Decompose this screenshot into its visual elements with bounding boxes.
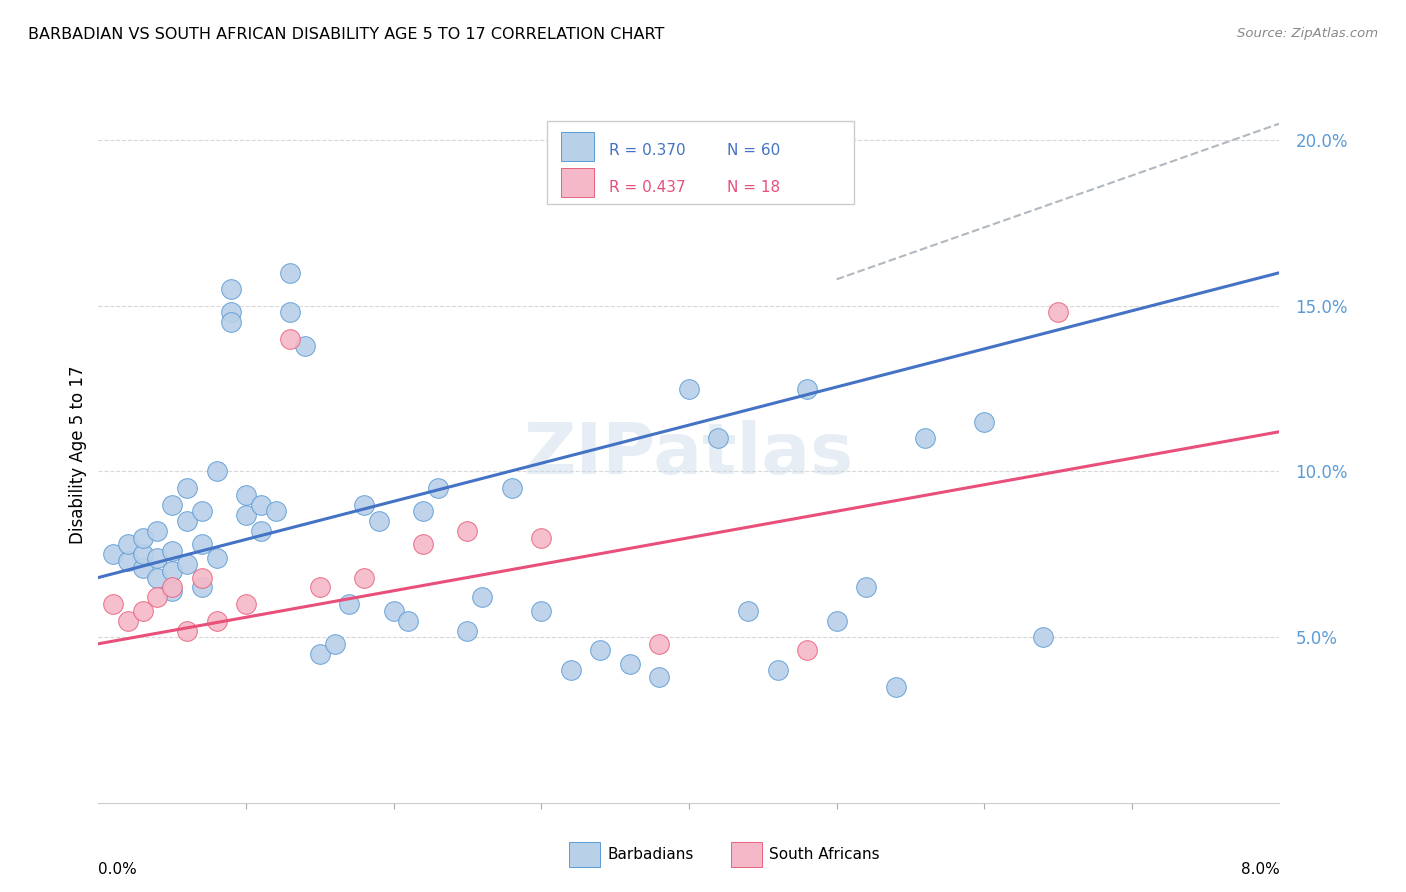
Point	[737, 604, 759, 618]
Point	[353, 498, 375, 512]
Point	[162, 581, 183, 595]
Text: South Africans: South Africans	[769, 847, 880, 862]
Point	[884, 680, 907, 694]
Point	[146, 550, 169, 565]
Point	[132, 604, 155, 618]
Point	[353, 570, 375, 584]
Point	[678, 382, 700, 396]
Point	[825, 614, 848, 628]
Point	[132, 547, 155, 561]
Point	[235, 488, 257, 502]
Point	[648, 670, 671, 684]
Point	[855, 581, 877, 595]
Point	[308, 581, 332, 595]
Point	[294, 338, 316, 352]
Point	[162, 583, 183, 598]
Point	[619, 657, 641, 671]
Y-axis label: Disability Age 5 to 17: Disability Age 5 to 17	[69, 366, 87, 544]
Point	[412, 504, 434, 518]
Point	[205, 550, 228, 565]
Point	[278, 305, 301, 319]
Point	[191, 504, 214, 518]
Point	[162, 498, 183, 512]
Point	[278, 266, 301, 280]
Point	[796, 643, 818, 657]
Text: N = 60: N = 60	[727, 144, 780, 159]
Text: 0.0%: 0.0%	[98, 863, 138, 878]
Bar	[561, 169, 595, 197]
Text: 8.0%: 8.0%	[1240, 863, 1279, 878]
Point	[648, 637, 671, 651]
Point	[146, 591, 169, 605]
Point	[219, 282, 242, 296]
Point	[914, 431, 936, 445]
Text: Barbadians: Barbadians	[607, 847, 693, 862]
Point	[191, 537, 214, 551]
Point	[191, 581, 214, 595]
Point	[219, 315, 242, 329]
Point	[146, 570, 169, 584]
Point	[456, 524, 478, 538]
Point	[176, 514, 198, 528]
Point	[308, 647, 332, 661]
Point	[191, 570, 214, 584]
FancyBboxPatch shape	[547, 121, 855, 204]
Point	[796, 382, 818, 396]
Text: N = 18: N = 18	[727, 179, 780, 194]
Point	[103, 597, 124, 611]
Point	[501, 481, 523, 495]
Point	[530, 604, 553, 618]
Point	[426, 481, 449, 495]
Point	[456, 624, 478, 638]
Point	[264, 504, 287, 518]
Point	[1032, 630, 1054, 644]
Point	[278, 332, 301, 346]
Point	[132, 560, 155, 574]
Text: ZIPatlas: ZIPatlas	[524, 420, 853, 490]
Text: R = 0.437: R = 0.437	[609, 179, 685, 194]
Point	[323, 637, 346, 651]
Point	[235, 597, 257, 611]
Point	[103, 547, 124, 561]
Point	[117, 537, 139, 551]
Point	[382, 604, 405, 618]
Point	[412, 537, 434, 551]
Point	[973, 415, 995, 429]
Point	[367, 514, 389, 528]
Point	[235, 508, 257, 522]
Text: BARBADIAN VS SOUTH AFRICAN DISABILITY AGE 5 TO 17 CORRELATION CHART: BARBADIAN VS SOUTH AFRICAN DISABILITY AG…	[28, 27, 665, 42]
Point	[117, 614, 139, 628]
Point	[1046, 305, 1069, 319]
Point	[176, 624, 198, 638]
Point	[589, 643, 612, 657]
Point	[250, 498, 273, 512]
Point	[707, 431, 730, 445]
Point	[250, 524, 273, 538]
Point	[471, 591, 494, 605]
Point	[396, 614, 419, 628]
Point	[132, 531, 155, 545]
Point	[176, 481, 198, 495]
Point	[766, 663, 789, 677]
Point	[162, 544, 183, 558]
Point	[117, 554, 139, 568]
Point	[560, 663, 582, 677]
Point	[219, 305, 242, 319]
Point	[530, 531, 553, 545]
Text: Source: ZipAtlas.com: Source: ZipAtlas.com	[1237, 27, 1378, 40]
Point	[176, 558, 198, 572]
Bar	[561, 132, 595, 161]
Point	[205, 614, 228, 628]
Point	[205, 465, 228, 479]
Point	[162, 564, 183, 578]
Point	[337, 597, 360, 611]
Text: R = 0.370: R = 0.370	[609, 144, 685, 159]
Point	[146, 524, 169, 538]
